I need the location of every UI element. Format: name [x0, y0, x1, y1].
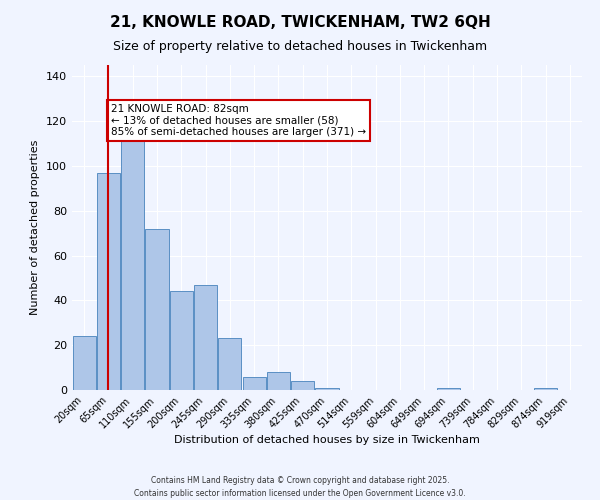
- Bar: [534, 388, 557, 390]
- Text: Contains public sector information licensed under the Open Government Licence v3: Contains public sector information licen…: [134, 488, 466, 498]
- Bar: [242, 376, 266, 390]
- Text: 21, KNOWLE ROAD, TWICKENHAM, TW2 6QH: 21, KNOWLE ROAD, TWICKENHAM, TW2 6QH: [110, 15, 490, 30]
- Bar: [97, 172, 120, 390]
- Text: Size of property relative to detached houses in Twickenham: Size of property relative to detached ho…: [113, 40, 487, 53]
- Bar: [291, 381, 314, 390]
- Bar: [437, 388, 460, 390]
- Bar: [73, 336, 95, 390]
- Bar: [267, 372, 290, 390]
- Text: Contains HM Land Registry data © Crown copyright and database right 2025.: Contains HM Land Registry data © Crown c…: [151, 476, 449, 485]
- Bar: [121, 139, 144, 390]
- Bar: [194, 284, 217, 390]
- Bar: [218, 338, 241, 390]
- Y-axis label: Number of detached properties: Number of detached properties: [31, 140, 40, 315]
- Bar: [170, 292, 193, 390]
- Text: 21 KNOWLE ROAD: 82sqm
← 13% of detached houses are smaller (58)
85% of semi-deta: 21 KNOWLE ROAD: 82sqm ← 13% of detached …: [111, 104, 366, 137]
- Bar: [145, 228, 169, 390]
- Bar: [316, 388, 338, 390]
- X-axis label: Distribution of detached houses by size in Twickenham: Distribution of detached houses by size …: [174, 436, 480, 446]
